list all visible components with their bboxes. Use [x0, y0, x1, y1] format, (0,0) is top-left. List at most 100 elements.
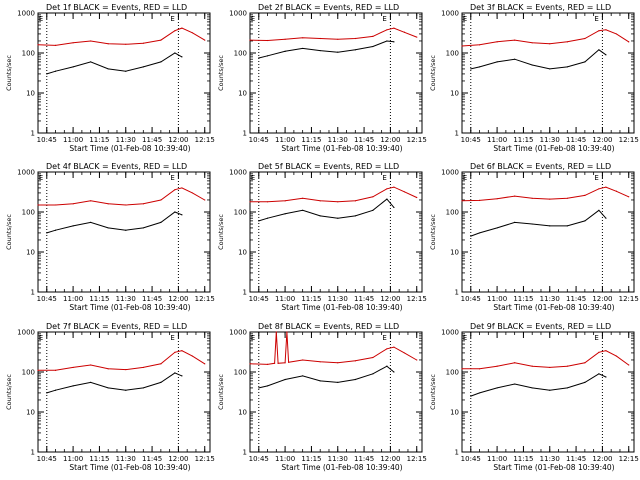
lld-point — [266, 201, 269, 203]
lld-point — [496, 365, 498, 367]
y-axis-label: Counts/sec — [5, 374, 13, 410]
x-tick-label: 12:15 — [195, 295, 215, 303]
plot-frame — [37, 12, 211, 134]
x-tick-label: 12:00 — [592, 136, 612, 144]
lld-point — [354, 200, 356, 202]
events-point — [566, 225, 568, 227]
plot-frame — [461, 331, 635, 453]
series-lld-red — [38, 187, 205, 206]
lld-point — [598, 188, 600, 190]
lld-point — [90, 364, 92, 366]
events-point — [181, 214, 183, 216]
series-events-black — [258, 198, 395, 222]
events-point — [549, 389, 551, 391]
lld-point — [302, 37, 304, 39]
lld-point — [266, 39, 269, 42]
lld-point — [37, 44, 39, 46]
events-point — [584, 61, 586, 63]
x-tick-label: 12:15 — [407, 295, 427, 303]
x-tick-label: 11:00 — [487, 455, 507, 463]
events-point — [386, 198, 388, 200]
events-point — [372, 373, 374, 375]
chart-panel-7: Det 7f BLACK = Events, RED = LLD 1 10 100 10… — [5, 322, 215, 472]
event-marker-label: E — [251, 174, 255, 182]
lld-point — [90, 40, 92, 42]
lld-point — [174, 351, 176, 353]
lld-point — [90, 200, 92, 202]
lld-point — [160, 363, 162, 365]
y-tick-label: 1000 — [229, 10, 247, 18]
x-tick-label: 11:00 — [487, 295, 507, 303]
lld-point — [273, 362, 276, 364]
x-tick-label: 12:15 — [407, 455, 427, 463]
lld-point — [275, 331, 277, 333]
x-axis-label: Start Time (01-Feb-08 10:39:40) — [281, 303, 402, 312]
y-axis-label: Counts/sec — [217, 55, 225, 91]
lld-point — [204, 199, 206, 201]
lld-point — [628, 41, 630, 43]
lld-point — [107, 203, 109, 205]
x-tick-label: 11:45 — [566, 455, 586, 463]
lld-point — [598, 351, 600, 353]
events-point — [393, 206, 395, 209]
y-tick-label: 1 — [243, 130, 247, 138]
event-marker-label: E — [382, 174, 386, 182]
events-point — [90, 381, 92, 383]
y-axis-label: Counts/sec — [429, 55, 437, 91]
x-axis-label: Start Time (01-Feb-08 10:39:40) — [69, 463, 190, 472]
lld-point — [605, 350, 607, 352]
x-tick-label: 11:15 — [89, 295, 109, 303]
x-tick-label: 11:15 — [301, 136, 321, 144]
lld-point — [160, 199, 162, 201]
x-tick-label: 11:45 — [142, 136, 162, 144]
lld-point — [319, 200, 321, 202]
lld-point — [160, 39, 162, 41]
y-axis-label: Counts/sec — [217, 214, 225, 250]
events-point — [496, 387, 498, 389]
events-point — [142, 387, 144, 389]
lld-point — [302, 197, 304, 199]
lld-point — [72, 42, 74, 44]
lld-point — [598, 30, 600, 32]
events-point — [72, 225, 74, 227]
chart-panel-8: Det 8f BLACK = Events, RED = LLD 1 10 100 10… — [217, 322, 427, 472]
lld-point — [302, 359, 304, 361]
lld-point — [496, 198, 498, 200]
x-tick-label: 11:00 — [275, 455, 295, 463]
lld-point — [174, 189, 176, 191]
lld-point — [191, 32, 194, 34]
lld-point — [249, 201, 251, 203]
chart-title: Det 9f BLACK = Events, RED = LLD — [470, 322, 611, 331]
x-tick-label: 11:15 — [513, 455, 533, 463]
events-point — [470, 235, 472, 237]
lld-point — [372, 196, 374, 198]
lld-point — [286, 331, 288, 333]
y-tick-label: 10 — [26, 249, 35, 257]
events-point — [386, 365, 388, 367]
events-point — [531, 387, 533, 389]
lld-point — [584, 37, 586, 40]
series-events-black — [46, 211, 183, 234]
lld-point — [531, 365, 533, 367]
x-axis-label: Start Time (01-Feb-08 10:39:40) — [493, 144, 614, 153]
event-marker-label: E — [594, 174, 598, 182]
x-tick-label: 12:15 — [407, 136, 427, 144]
y-tick-label: 100 — [446, 50, 459, 58]
lld-point — [549, 43, 551, 45]
x-tick-label: 12:00 — [592, 295, 612, 303]
x-tick-label: 11:30 — [116, 295, 136, 303]
x-tick-label: 12:00 — [592, 455, 612, 463]
lld-point — [288, 361, 290, 363]
lld-point — [615, 355, 618, 357]
events-point — [531, 223, 533, 225]
lld-point — [277, 362, 279, 364]
lld-point — [337, 362, 339, 364]
events-point — [107, 68, 109, 70]
events-point — [258, 57, 260, 59]
lld-point — [478, 199, 481, 201]
events-point — [174, 211, 176, 213]
x-axis-label: Start Time (01-Feb-08 10:39:40) — [493, 463, 614, 472]
lld-point — [37, 204, 39, 206]
lld-point — [393, 27, 395, 29]
lld-point — [416, 36, 418, 38]
